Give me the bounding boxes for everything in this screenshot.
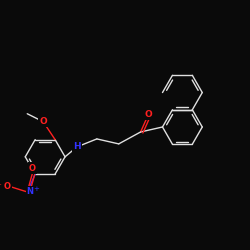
Text: O: O: [29, 164, 36, 172]
Text: O: O: [4, 182, 11, 192]
Text: -: -: [0, 181, 2, 187]
Text: N: N: [27, 188, 34, 196]
Text: +: +: [33, 186, 39, 192]
Text: O: O: [145, 110, 152, 118]
Text: O: O: [39, 117, 47, 126]
Text: H: H: [73, 142, 81, 152]
